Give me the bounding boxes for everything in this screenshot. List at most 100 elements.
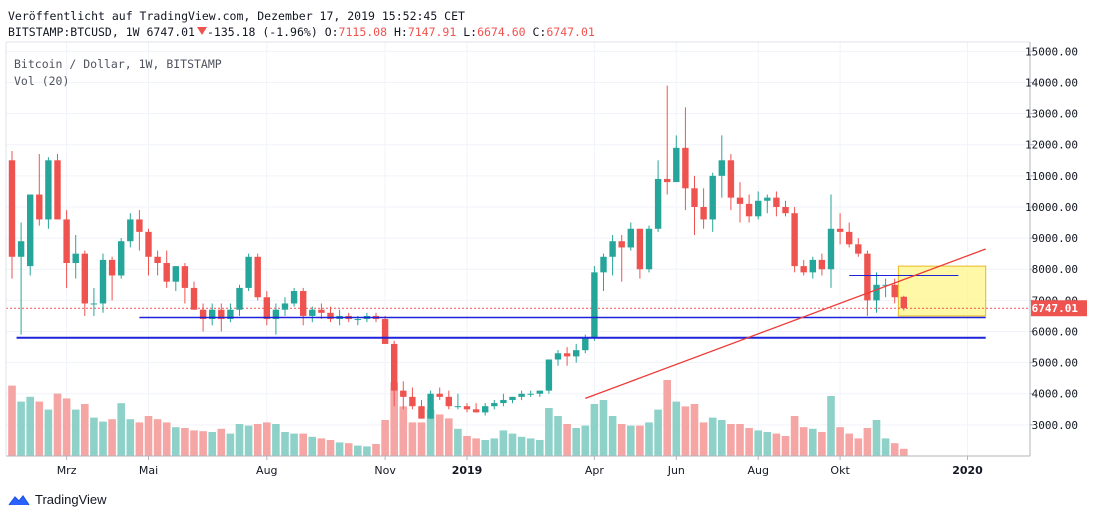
candle: [391, 340, 398, 407]
volume-bar: [472, 438, 480, 456]
candle-body: [454, 406, 462, 408]
volume-bar: [581, 425, 590, 456]
candle: [709, 172, 716, 232]
y-tick-label: 6000.00: [1032, 325, 1078, 338]
volume-bar: [445, 418, 453, 456]
candle-body: [518, 393, 525, 397]
candle: [327, 306, 334, 323]
candle-body: [491, 403, 498, 407]
candle: [54, 154, 61, 220]
candle-body: [118, 241, 125, 276]
candle-body: [90, 303, 98, 305]
volume-bar: [17, 401, 25, 456]
candle: [181, 263, 189, 304]
volume-bars: [8, 380, 908, 456]
volume-bar: [654, 409, 662, 456]
candle: [108, 256, 116, 301]
candle: [400, 381, 407, 410]
volume-bar: [881, 438, 890, 456]
volume-bar: [781, 436, 790, 456]
candle: [254, 253, 261, 301]
candle-body: [45, 160, 52, 220]
volume-bar: [299, 433, 307, 456]
candle-body: [72, 253, 79, 264]
candle: [445, 390, 452, 410]
candle: [118, 238, 125, 279]
last-price-label: 6747.01: [1032, 302, 1079, 315]
y-tick-label: 3000.00: [1032, 419, 1078, 432]
candle: [72, 234, 79, 279]
candle-body: [545, 359, 553, 391]
low-value: 6674.60: [477, 25, 526, 39]
candle: [818, 253, 826, 276]
candle: [855, 238, 862, 257]
candle: [645, 225, 653, 273]
volume-bar: [408, 422, 417, 456]
candle: [427, 390, 434, 419]
x-tick-label: 2019: [452, 464, 483, 477]
candle: [545, 359, 553, 394]
candle-body: [482, 406, 489, 413]
trend-line: [585, 248, 986, 400]
volume-bar: [608, 416, 617, 456]
candle: [472, 403, 480, 413]
volume-bar: [354, 445, 362, 456]
candle-body: [272, 309, 280, 320]
candle-body: [245, 256, 252, 288]
volume-bar: [190, 430, 198, 456]
candle-body: [855, 244, 862, 254]
candle: [27, 194, 34, 276]
candle: [691, 175, 698, 235]
candle-body: [327, 312, 334, 320]
candle-body: [391, 343, 398, 391]
volume-bar: [62, 398, 71, 456]
volume-bar: [281, 432, 289, 456]
candle: [90, 287, 98, 316]
volume-bar: [799, 427, 808, 456]
candle-body: [582, 337, 589, 351]
chart-legend: Bitcoin / Dollar, 1W, BITSTAMP Vol (20): [14, 56, 222, 90]
candle: [554, 350, 562, 366]
volume-bar: [172, 427, 180, 456]
candle: [309, 306, 316, 323]
close-value: 6747.01: [546, 25, 595, 39]
candle-body: [309, 309, 316, 316]
volume-bar: [81, 404, 89, 456]
volume-bar: [481, 440, 489, 456]
volume-legend: Vol (20): [14, 74, 70, 88]
volume-bar: [790, 416, 799, 456]
volume-bar: [308, 436, 317, 456]
volume-bar: [399, 406, 408, 456]
down-arrow-icon: [196, 27, 207, 35]
candle: [81, 250, 88, 316]
candle: [145, 228, 152, 276]
low-label: L:: [463, 25, 478, 39]
candle-body: [900, 296, 907, 309]
volume-bar: [708, 417, 717, 456]
candle-body: [418, 406, 425, 419]
candle-body: [691, 188, 698, 207]
x-tick-label: Aug: [256, 464, 277, 477]
candle-body: [618, 241, 625, 248]
x-tick-label: Apr: [585, 464, 605, 477]
candle: [281, 297, 289, 316]
candle-body: [527, 393, 534, 395]
volume-bar: [617, 424, 626, 456]
candle: [745, 194, 753, 223]
y-tick-label: 5000.00: [1032, 357, 1078, 370]
candle: [418, 399, 425, 419]
candle: [882, 278, 889, 298]
candle-body: [536, 390, 543, 394]
volume-bar: [8, 385, 16, 456]
candle: [154, 250, 161, 276]
candle-body: [745, 203, 753, 217]
candle-body: [718, 160, 725, 176]
candle: [654, 160, 662, 232]
candle: [764, 194, 771, 214]
candle-body: [791, 213, 798, 267]
candle: [272, 303, 280, 335]
candle: [463, 403, 471, 413]
candle: [536, 390, 543, 397]
series-title: Bitcoin / Dollar, 1W, BITSTAMP: [14, 57, 222, 71]
